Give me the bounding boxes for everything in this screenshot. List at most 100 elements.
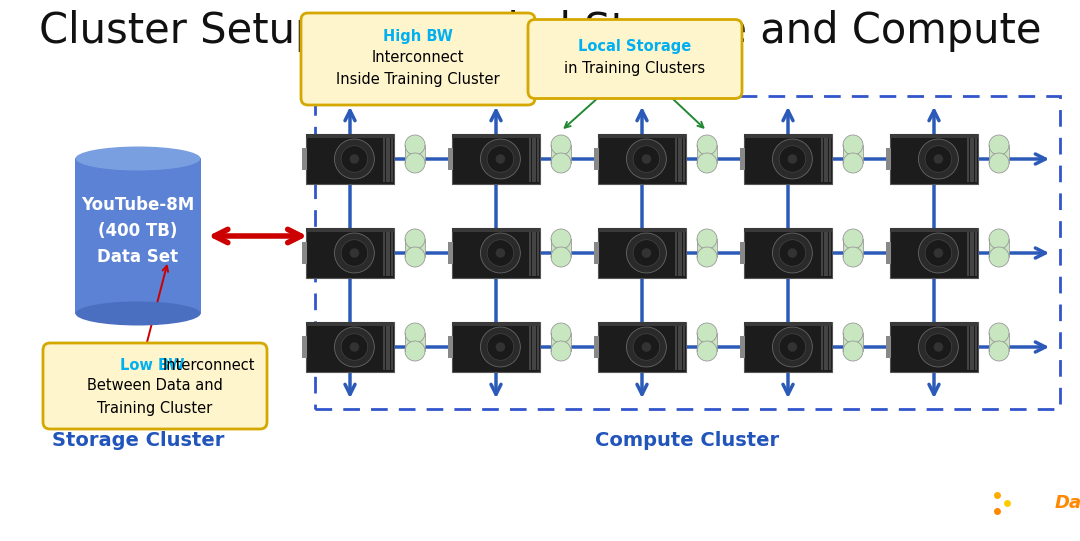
Bar xyxy=(551,239,571,257)
Bar xyxy=(383,324,386,370)
Ellipse shape xyxy=(551,247,571,267)
Ellipse shape xyxy=(697,323,717,343)
Bar xyxy=(389,230,390,276)
Bar xyxy=(453,228,540,232)
Ellipse shape xyxy=(405,341,426,361)
Text: in Training Clusters: in Training Clusters xyxy=(565,62,705,76)
FancyBboxPatch shape xyxy=(453,322,540,372)
Ellipse shape xyxy=(697,153,717,173)
Ellipse shape xyxy=(772,327,812,367)
Bar xyxy=(970,324,972,370)
Ellipse shape xyxy=(551,153,571,173)
Bar xyxy=(306,134,394,138)
Ellipse shape xyxy=(626,139,666,179)
Bar xyxy=(448,148,453,170)
Text: Compute Cluster: Compute Cluster xyxy=(595,432,779,451)
Bar xyxy=(886,148,891,170)
Text: Between Data and: Between Data and xyxy=(87,379,222,393)
Bar xyxy=(302,242,307,264)
Bar xyxy=(529,136,531,182)
Text: Training Cluster: Training Cluster xyxy=(97,400,213,415)
Bar xyxy=(551,145,571,163)
Ellipse shape xyxy=(697,247,717,267)
Bar xyxy=(594,242,599,264)
Bar xyxy=(829,230,831,276)
Ellipse shape xyxy=(989,135,1009,155)
Ellipse shape xyxy=(496,154,505,164)
FancyBboxPatch shape xyxy=(890,228,978,278)
Bar xyxy=(448,336,453,358)
Bar xyxy=(826,230,828,276)
Ellipse shape xyxy=(926,334,951,360)
Bar xyxy=(890,228,978,232)
Ellipse shape xyxy=(697,341,717,361)
Ellipse shape xyxy=(405,247,426,267)
Ellipse shape xyxy=(642,342,651,352)
Bar xyxy=(972,136,974,182)
Bar xyxy=(529,230,531,276)
Text: Storage Cluster: Storage Cluster xyxy=(52,432,225,451)
Ellipse shape xyxy=(481,139,521,179)
Bar xyxy=(822,230,823,276)
Bar xyxy=(826,324,828,370)
FancyBboxPatch shape xyxy=(528,19,742,98)
Bar xyxy=(680,136,683,182)
Text: YouTube-8M
(400 TB)
Data Set: YouTube-8M (400 TB) Data Set xyxy=(81,196,194,266)
Bar xyxy=(386,324,388,370)
Bar xyxy=(744,228,832,232)
Bar xyxy=(529,324,531,370)
Bar xyxy=(532,324,534,370)
Ellipse shape xyxy=(76,147,201,170)
Bar xyxy=(843,333,863,351)
Bar xyxy=(970,230,972,276)
FancyBboxPatch shape xyxy=(306,322,394,372)
Bar xyxy=(683,324,685,370)
Bar xyxy=(389,136,390,182)
Ellipse shape xyxy=(843,229,863,249)
Bar xyxy=(391,324,393,370)
Ellipse shape xyxy=(933,248,943,258)
Bar xyxy=(675,324,677,370)
Bar xyxy=(76,159,201,313)
Bar xyxy=(535,324,537,370)
Ellipse shape xyxy=(487,334,514,360)
Bar xyxy=(598,228,686,232)
Ellipse shape xyxy=(772,139,812,179)
Bar xyxy=(968,230,969,276)
FancyBboxPatch shape xyxy=(301,13,535,105)
Bar xyxy=(551,333,571,351)
Bar xyxy=(532,136,534,182)
Ellipse shape xyxy=(642,248,651,258)
Ellipse shape xyxy=(787,248,797,258)
Bar xyxy=(678,324,679,370)
Ellipse shape xyxy=(496,248,505,258)
Ellipse shape xyxy=(933,342,943,352)
Ellipse shape xyxy=(405,153,426,173)
Ellipse shape xyxy=(843,341,863,361)
Bar xyxy=(972,230,974,276)
Bar xyxy=(968,136,969,182)
Bar xyxy=(843,145,863,163)
FancyBboxPatch shape xyxy=(43,343,267,429)
Bar xyxy=(389,324,390,370)
Bar xyxy=(405,333,426,351)
Bar xyxy=(675,136,677,182)
Bar xyxy=(391,136,393,182)
FancyBboxPatch shape xyxy=(306,134,394,184)
Ellipse shape xyxy=(350,342,360,352)
Ellipse shape xyxy=(779,146,806,172)
FancyBboxPatch shape xyxy=(744,322,832,372)
FancyBboxPatch shape xyxy=(598,228,686,278)
Bar xyxy=(405,239,426,257)
Bar xyxy=(306,228,394,232)
Ellipse shape xyxy=(496,342,505,352)
Ellipse shape xyxy=(341,240,367,266)
Ellipse shape xyxy=(843,247,863,267)
Bar xyxy=(989,239,1009,257)
Ellipse shape xyxy=(335,139,375,179)
Text: Interconnect: Interconnect xyxy=(372,49,464,64)
Bar xyxy=(886,336,891,358)
Bar xyxy=(386,230,388,276)
Text: Data: Data xyxy=(1055,494,1080,512)
Bar xyxy=(697,239,717,257)
